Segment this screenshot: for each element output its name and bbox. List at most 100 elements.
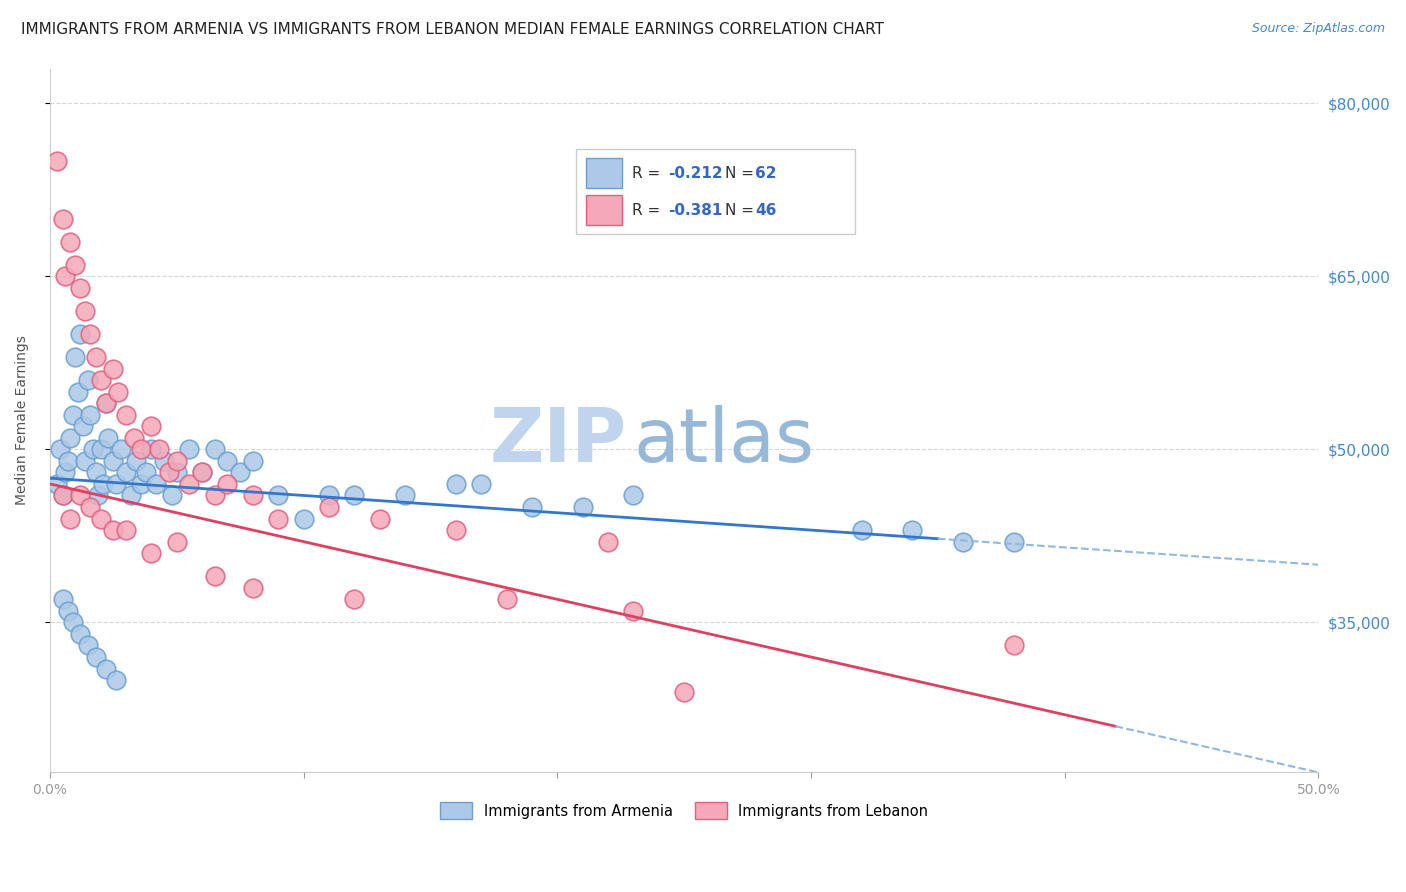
Point bbox=[79, 326, 101, 341]
Point bbox=[115, 408, 138, 422]
Point bbox=[49, 442, 72, 457]
Point bbox=[191, 466, 214, 480]
Point bbox=[621, 488, 644, 502]
Point bbox=[166, 534, 188, 549]
Point bbox=[77, 639, 100, 653]
Point bbox=[394, 488, 416, 502]
Point bbox=[242, 488, 264, 502]
Point bbox=[107, 384, 129, 399]
Point bbox=[59, 235, 82, 249]
Point bbox=[166, 466, 188, 480]
Point bbox=[84, 466, 107, 480]
Text: IMMIGRANTS FROM ARMENIA VS IMMIGRANTS FROM LEBANON MEDIAN FEMALE EARNINGS CORREL: IMMIGRANTS FROM ARMENIA VS IMMIGRANTS FR… bbox=[21, 22, 884, 37]
Point bbox=[63, 258, 86, 272]
Legend: Immigrants from Armenia, Immigrants from Lebanon: Immigrants from Armenia, Immigrants from… bbox=[434, 797, 934, 825]
Point bbox=[103, 523, 125, 537]
Point bbox=[94, 396, 117, 410]
Point bbox=[267, 488, 290, 502]
Point bbox=[145, 477, 167, 491]
Point bbox=[75, 303, 97, 318]
Point bbox=[94, 661, 117, 675]
Point bbox=[571, 500, 593, 514]
FancyBboxPatch shape bbox=[576, 150, 855, 234]
Point bbox=[596, 534, 619, 549]
Point bbox=[166, 454, 188, 468]
Point bbox=[69, 488, 91, 502]
Point bbox=[229, 466, 252, 480]
Text: R =: R = bbox=[633, 202, 665, 218]
Text: 62: 62 bbox=[755, 166, 776, 180]
Point bbox=[125, 454, 148, 468]
Text: Source: ZipAtlas.com: Source: ZipAtlas.com bbox=[1251, 22, 1385, 36]
Point bbox=[51, 488, 73, 502]
Point bbox=[495, 592, 517, 607]
Point bbox=[217, 477, 239, 491]
Point bbox=[79, 500, 101, 514]
Point bbox=[97, 431, 120, 445]
Point bbox=[242, 581, 264, 595]
Point bbox=[122, 431, 145, 445]
Text: ZIP: ZIP bbox=[489, 405, 627, 478]
Point bbox=[179, 442, 201, 457]
Text: atlas: atlas bbox=[633, 405, 814, 478]
Point bbox=[84, 350, 107, 364]
Point bbox=[1002, 639, 1025, 653]
Point bbox=[90, 373, 112, 387]
Point bbox=[115, 466, 138, 480]
Point bbox=[153, 454, 176, 468]
Point bbox=[242, 454, 264, 468]
Point bbox=[368, 511, 391, 525]
Point bbox=[94, 396, 117, 410]
Point bbox=[56, 604, 79, 618]
Point bbox=[204, 569, 226, 583]
Point bbox=[56, 454, 79, 468]
Point bbox=[72, 419, 94, 434]
Text: N =: N = bbox=[724, 202, 759, 218]
Point bbox=[115, 523, 138, 537]
Point bbox=[204, 488, 226, 502]
Point bbox=[141, 419, 163, 434]
Point bbox=[160, 488, 183, 502]
Point bbox=[59, 511, 82, 525]
Point bbox=[673, 684, 696, 698]
Point bbox=[69, 281, 91, 295]
Point bbox=[51, 488, 73, 502]
Point bbox=[51, 592, 73, 607]
Point bbox=[53, 269, 76, 284]
Point bbox=[318, 488, 340, 502]
FancyBboxPatch shape bbox=[586, 195, 621, 225]
Point bbox=[66, 384, 89, 399]
Point bbox=[69, 326, 91, 341]
Point bbox=[204, 442, 226, 457]
Point bbox=[62, 408, 84, 422]
Point bbox=[621, 604, 644, 618]
Point bbox=[851, 523, 873, 537]
Point bbox=[952, 534, 974, 549]
Text: -0.381: -0.381 bbox=[668, 202, 723, 218]
Point bbox=[104, 673, 127, 687]
Point bbox=[75, 454, 97, 468]
Point bbox=[120, 488, 142, 502]
Point bbox=[444, 523, 467, 537]
Point bbox=[82, 442, 104, 457]
Point bbox=[53, 466, 76, 480]
Point bbox=[77, 373, 100, 387]
Point bbox=[267, 511, 290, 525]
Point bbox=[59, 431, 82, 445]
Point bbox=[129, 477, 152, 491]
Point bbox=[103, 454, 125, 468]
Point bbox=[343, 592, 366, 607]
Point bbox=[292, 511, 315, 525]
Point bbox=[141, 546, 163, 560]
Point bbox=[69, 627, 91, 641]
Text: R =: R = bbox=[633, 166, 665, 180]
Point bbox=[84, 650, 107, 665]
Point bbox=[62, 615, 84, 630]
Point bbox=[343, 488, 366, 502]
Point bbox=[191, 466, 214, 480]
FancyBboxPatch shape bbox=[586, 159, 621, 188]
Point bbox=[141, 442, 163, 457]
Point bbox=[520, 500, 543, 514]
Point bbox=[1002, 534, 1025, 549]
Point bbox=[901, 523, 924, 537]
